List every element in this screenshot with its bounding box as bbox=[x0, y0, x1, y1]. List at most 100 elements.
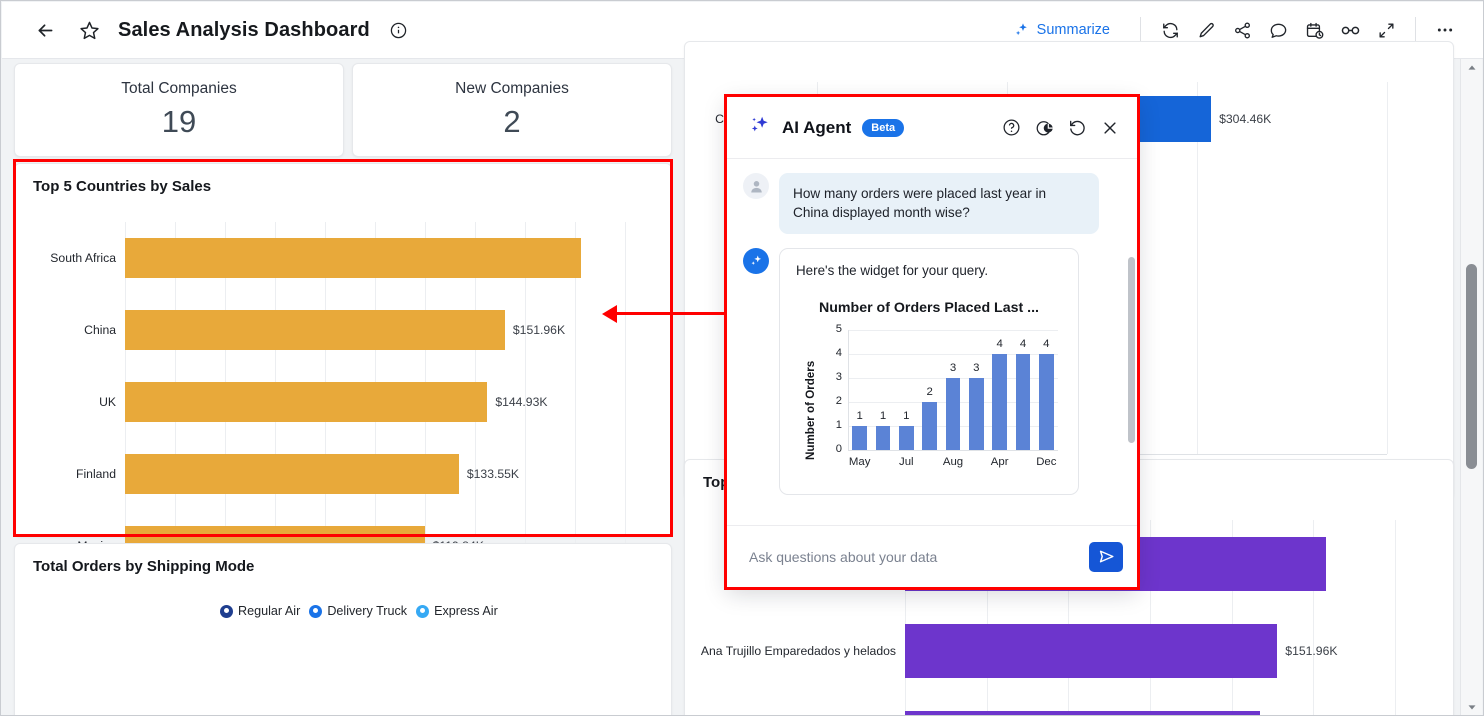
y-tick-label: 4 bbox=[835, 346, 842, 359]
assistant-widget-card[interactable]: Here's the widget for your query. Number… bbox=[779, 247, 1079, 495]
chat-message-user: How many orders were placed last year in… bbox=[743, 173, 1119, 234]
bar[interactable] bbox=[992, 353, 1007, 450]
legend-label: Regular Air bbox=[238, 604, 301, 618]
gridline bbox=[625, 222, 626, 582]
schedule-icon[interactable] bbox=[1297, 13, 1331, 47]
ai-agent-panel[interactable]: AI Agent Beta bbox=[727, 97, 1137, 587]
y-tick-label: 2 bbox=[835, 394, 842, 407]
kpi-label: Total Companies bbox=[121, 80, 237, 97]
card-top5-countries[interactable]: Top 5 Countries by Sales South Africa Chi… bbox=[14, 163, 672, 603]
bar-value-label: $304.46K bbox=[1219, 111, 1272, 126]
toolbar-divider-1 bbox=[1140, 17, 1141, 43]
chart-top5-countries[interactable]: South Africa China $151.96K UK $144.93K Finla… bbox=[50, 222, 642, 603]
bar-value-label: 3 bbox=[949, 361, 957, 374]
subscribe-icon[interactable] bbox=[1333, 13, 1367, 47]
bar[interactable] bbox=[125, 454, 459, 494]
send-button[interactable] bbox=[1089, 541, 1123, 572]
chat-message-assistant: Here's the widget for your query. Number… bbox=[743, 247, 1119, 495]
gridline bbox=[848, 329, 1058, 331]
bar[interactable] bbox=[899, 425, 914, 450]
more-options-icon[interactable] bbox=[1428, 13, 1462, 47]
gridline bbox=[1150, 520, 1151, 715]
legend-item-regular-air[interactable]: Regular Air bbox=[220, 604, 300, 618]
gridline bbox=[986, 520, 988, 715]
table-row[interactable]: UK $144.93K bbox=[99, 382, 625, 422]
bar-category-label: UK bbox=[99, 395, 116, 409]
bar[interactable] bbox=[905, 624, 1278, 678]
beta-badge: Beta bbox=[862, 118, 905, 137]
kpi-card-total-companies[interactable]: Total Companies 19 bbox=[14, 63, 344, 157]
bar[interactable] bbox=[905, 711, 1261, 715]
close-icon[interactable] bbox=[1099, 117, 1121, 139]
legend-item-express-air[interactable]: Express Air bbox=[416, 604, 498, 618]
info-icon[interactable] bbox=[384, 15, 414, 45]
bar[interactable] bbox=[1039, 353, 1054, 450]
x-tick-label: Dec bbox=[1036, 455, 1057, 468]
x-tick-label: Aug bbox=[942, 455, 964, 468]
scrollbar-thumb[interactable] bbox=[1466, 264, 1477, 469]
assistant-message-text: Here's the widget for your query. bbox=[796, 262, 989, 278]
page-scrollbar[interactable] bbox=[1460, 59, 1483, 715]
bar-value-label: $144.93K bbox=[495, 394, 548, 409]
scroll-down-arrow-icon[interactable] bbox=[1461, 698, 1483, 715]
y-tick-label: 3 bbox=[835, 370, 842, 383]
kpi-label: New Companies bbox=[455, 80, 569, 97]
table-row[interactable]: Consolidated Holdings$144.93K bbox=[905, 711, 1395, 715]
insights-pie-icon[interactable] bbox=[1033, 117, 1055, 139]
bar[interactable] bbox=[852, 425, 867, 450]
summarize-label: Summarize bbox=[1036, 22, 1110, 38]
scroll-up-arrow-icon[interactable] bbox=[1461, 59, 1483, 77]
kpi-card-new-companies[interactable]: New Companies 2 bbox=[352, 63, 672, 157]
gridline bbox=[905, 520, 906, 715]
annotation-arrow-line bbox=[617, 312, 727, 315]
table-row[interactable]: South Africa bbox=[50, 238, 625, 278]
ai-agent-conversation[interactable]: How many orders were placed last year in… bbox=[727, 159, 1137, 525]
edit-icon[interactable] bbox=[1189, 13, 1223, 47]
bar[interactable] bbox=[969, 377, 984, 450]
bar[interactable] bbox=[125, 382, 488, 422]
table-row[interactable]: Finland $133.55K bbox=[76, 454, 625, 494]
bar[interactable] bbox=[945, 377, 961, 450]
legend-label: Delivery Truck bbox=[327, 604, 408, 618]
reset-history-icon[interactable] bbox=[1066, 117, 1088, 139]
bar[interactable] bbox=[1015, 353, 1031, 450]
bar[interactable] bbox=[922, 401, 937, 450]
bar-value-label: $151.96K bbox=[512, 322, 566, 337]
toolbar-left-group: Sales Analysis Dashboard bbox=[2, 15, 414, 45]
table-row[interactable]: Ana Trujillo Emparedados y helados $151.9… bbox=[701, 624, 1395, 678]
table-row[interactable]: China $151.96K bbox=[84, 310, 625, 350]
gridline bbox=[1231, 520, 1233, 715]
widget-y-axis bbox=[848, 329, 849, 451]
refresh-icon[interactable] bbox=[1153, 13, 1187, 47]
page-title: Sales Analysis Dashboard bbox=[118, 18, 370, 41]
bar[interactable] bbox=[875, 425, 891, 450]
gridline bbox=[525, 222, 526, 582]
legend-item-delivery-truck[interactable]: Delivery Truck bbox=[309, 604, 407, 618]
legend-color-dot bbox=[309, 604, 323, 618]
toolbar-right-group: Summarize bbox=[1004, 13, 1483, 47]
user-avatar-icon bbox=[743, 173, 769, 199]
comment-icon[interactable] bbox=[1261, 13, 1295, 47]
bar-value-label: $151.96K bbox=[1285, 643, 1338, 658]
bar-value-label: 2 bbox=[926, 385, 933, 398]
card-shipping-mode[interactable]: Total Orders by Shipping Mode Regular Ai… bbox=[14, 543, 672, 715]
ai-question-input[interactable] bbox=[749, 548, 1089, 565]
back-button[interactable] bbox=[30, 15, 60, 45]
gridline bbox=[1197, 82, 1198, 454]
kpi-value: 19 bbox=[161, 104, 197, 139]
bar-category-label: Consolidated Holdings bbox=[774, 711, 905, 715]
bar-value-label: 3 bbox=[973, 361, 980, 374]
favorite-star-button[interactable] bbox=[74, 15, 104, 45]
ai-agent-title: AI Agent bbox=[782, 117, 852, 137]
help-icon[interactable] bbox=[1000, 117, 1022, 139]
bar[interactable] bbox=[125, 238, 581, 278]
fullscreen-icon[interactable] bbox=[1369, 13, 1403, 47]
bar-category-label: South Africa bbox=[50, 251, 116, 265]
ai-agent-input-bar bbox=[727, 525, 1137, 587]
bar[interactable] bbox=[125, 310, 505, 350]
share-icon[interactable] bbox=[1225, 13, 1259, 47]
ai-conversation-scrollbar[interactable] bbox=[1128, 257, 1135, 443]
summarize-button[interactable]: Summarize bbox=[1004, 16, 1120, 44]
